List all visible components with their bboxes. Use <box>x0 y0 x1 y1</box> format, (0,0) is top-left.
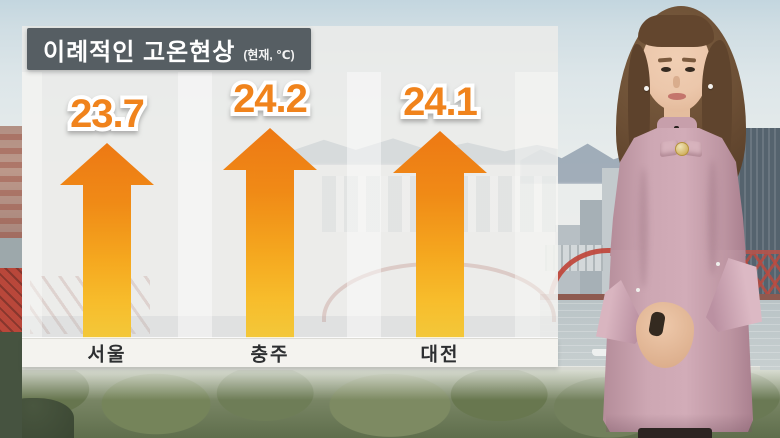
temp-value-outline: 24.2 <box>229 73 312 125</box>
presenter-hands <box>636 302 694 368</box>
arm-shadow <box>639 168 648 288</box>
temp-value: 24.1 24.1 <box>399 76 482 128</box>
presenter-nose <box>673 76 680 88</box>
chart-title: 이례적인 고온현상 <box>43 38 236 66</box>
dress-hem-shadow <box>606 414 752 432</box>
city-label-daejeon: 대전 <box>420 344 460 366</box>
temp-value-number: 24.2 <box>233 77 308 121</box>
presenter-hair-fringe <box>638 15 714 47</box>
presenter-eye <box>685 67 695 72</box>
temp-value: 23.7 23.7 <box>66 88 149 140</box>
up-arrow-icon <box>60 143 154 339</box>
presenter-eye <box>661 67 671 72</box>
temp-value-outline: 24.1 <box>399 76 482 128</box>
temperature-chart-panel: 이례적인 고온현상 (현재, ℃) 23.7 23.7 24.2 24.2 24… <box>22 26 558 367</box>
temp-column-chungju: 24.2 24.2 <box>195 73 345 339</box>
chart-title-box: 이례적인 고온현상 (현재, ℃) <box>27 28 311 70</box>
column-divider-strip <box>347 72 381 339</box>
earring <box>644 86 649 91</box>
city-label-chungju: 충주 <box>250 344 290 366</box>
presenter-legs <box>638 428 712 438</box>
cuff-button <box>636 288 640 292</box>
temp-value: 24.2 24.2 <box>229 73 312 125</box>
left-edge-buildings <box>0 126 22 238</box>
temp-value-number: 23.7 <box>70 92 145 136</box>
city-label-bar: 서울 충주 대전 <box>22 338 558 367</box>
temp-column-daejeon: 24.1 24.1 <box>365 76 515 339</box>
left-edge-water <box>0 238 22 268</box>
presenter-lips <box>668 93 686 100</box>
weather-presenter <box>540 0 780 438</box>
bow-pearl-center <box>675 142 689 156</box>
panel-edge-strip <box>515 72 558 339</box>
panel-edge-strip <box>22 72 42 339</box>
cuff-button <box>716 262 720 266</box>
boat <box>592 349 612 356</box>
chart-title-unit: (현재, ℃) <box>243 47 295 62</box>
up-arrow-icon <box>223 128 317 339</box>
bow-brooch <box>660 138 702 160</box>
earring <box>708 84 713 89</box>
city-label-seoul: 서울 <box>87 344 127 366</box>
temp-column-seoul: 23.7 23.7 <box>32 88 182 339</box>
temp-value-number: 24.1 <box>403 80 478 124</box>
left-edge-trees <box>0 332 22 438</box>
temp-value-outline: 23.7 <box>66 88 149 140</box>
column-divider-strip <box>178 72 212 339</box>
up-arrow-icon <box>393 131 487 339</box>
arm-shadow <box>708 160 717 275</box>
left-edge-bridge <box>0 268 22 332</box>
